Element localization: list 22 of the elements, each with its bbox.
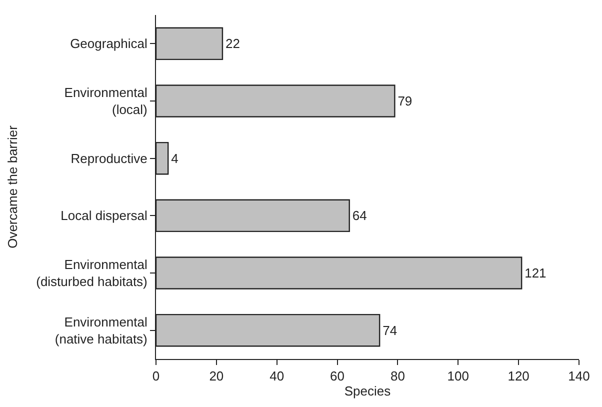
x-tick-label: 140 [568,368,590,384]
data-label: 79 [398,94,412,108]
x-axis-title: Species [344,384,392,399]
data-label: 74 [382,322,398,338]
x-tick-label: 0 [152,368,160,384]
x-tick-label: 100 [447,368,469,384]
y-tick-label: Environmental (native habitats) [54,314,148,346]
data-label: 4 [171,150,178,166]
x-tick-label: 80 [390,368,405,384]
y-axis-title: Overcame the barrier [5,124,20,248]
x-tick-label: 20 [209,368,224,384]
x-tick-label: 40 [270,368,284,384]
y-tick-label: Reproductive [70,150,148,166]
data-label: 22 [225,36,240,52]
y-tick-label: Environmental (local) [64,85,148,117]
y-tick-label: Local dispersal [60,208,148,224]
y-tick-label: Environmental (disturbed habitats) [36,257,148,289]
data-label: 121 [524,266,546,280]
x-tick-label: 120 [508,368,530,384]
x-tick-label: 60 [330,368,345,384]
data-label: 64 [352,208,367,224]
y-tick-label: Geographical [70,36,148,52]
